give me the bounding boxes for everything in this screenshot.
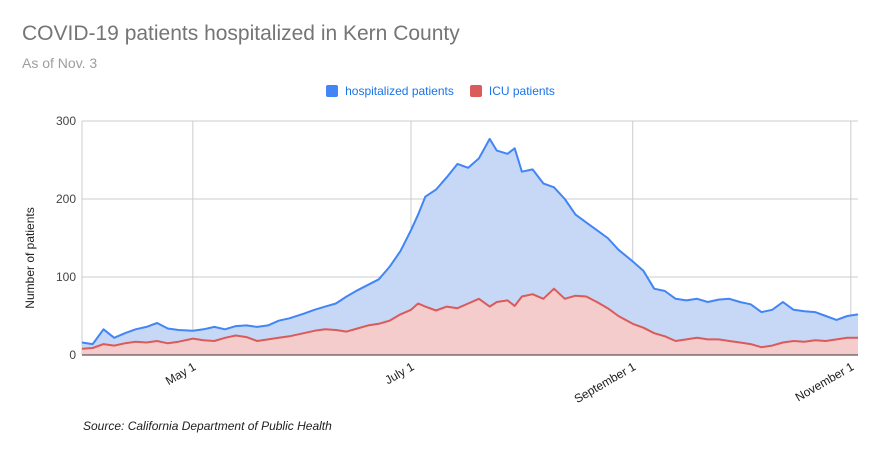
y-tick-label: 200: [56, 192, 76, 206]
y-tick-label: 300: [56, 114, 76, 128]
legend-label-icu: ICU patients: [488, 84, 555, 98]
y-axis-title: Number of patients: [23, 207, 37, 308]
chart-subtitle: As of Nov. 3: [22, 55, 98, 71]
x-tick-label: May 1: [163, 359, 199, 388]
x-tick-label: September 1: [572, 359, 639, 406]
chart-legend: hospitalized patients ICU patients: [0, 84, 881, 98]
y-tick-label: 0: [69, 348, 76, 362]
hospitalized-area: [82, 138, 858, 355]
x-tick-label: November 1: [793, 359, 857, 404]
legend-item-hospitalized[interactable]: hospitalized patients: [326, 84, 454, 98]
hospitalized-line: [81, 137, 859, 346]
icu-line: [81, 287, 858, 350]
y-tick-label: 100: [56, 270, 76, 284]
x-tick-label: July 1: [382, 359, 416, 387]
legend-label-hospitalized: hospitalized patients: [345, 84, 454, 98]
legend-item-icu[interactable]: ICU patients: [469, 84, 555, 98]
legend-swatch-icu: [469, 85, 482, 97]
chart-source: Source: California Department of Public …: [83, 419, 332, 433]
legend-swatch-hospitalized: [326, 85, 339, 97]
chart-title: COVID-19 patients hospitalized in Kern C…: [22, 22, 460, 45]
